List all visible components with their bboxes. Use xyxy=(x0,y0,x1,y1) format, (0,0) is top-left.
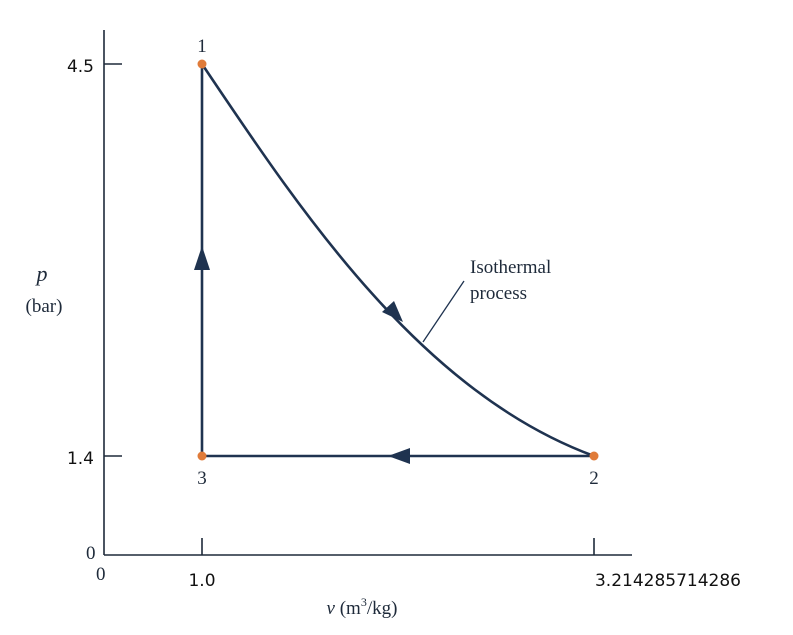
x-axis-title-suffix: /kg) xyxy=(367,598,398,619)
annotation-process: process xyxy=(470,283,527,304)
x-axis-title-sup: 3 xyxy=(361,595,367,609)
state-1-dot xyxy=(197,59,207,69)
process-1-2-isothermal-curve xyxy=(200,63,595,458)
arrow-left-icon xyxy=(388,448,410,464)
arrow-down-right-icon xyxy=(382,301,403,322)
y-axis-symbol: p xyxy=(35,261,48,286)
state-3-label: 3 xyxy=(197,468,207,489)
annotation-leader-line xyxy=(422,280,465,343)
x-tick-label-1-0: 1.0 xyxy=(188,571,215,591)
x-tick-label-0: 0 xyxy=(96,564,106,585)
y-tick-label-0: 0 xyxy=(86,543,96,564)
state-3-dot xyxy=(197,451,207,461)
state-2-label: 2 xyxy=(589,468,599,489)
annotation-isothermal: Isothermal xyxy=(470,257,551,278)
y-axis-unit: (bar) xyxy=(26,296,63,317)
state-1-label: 1 xyxy=(197,36,207,57)
y-tick-label-1-4: 1.4 xyxy=(67,449,94,469)
y-tick-label-4-5: 4.5 xyxy=(67,57,94,77)
x-axis-title: v (m3/kg) xyxy=(327,595,398,619)
x-tick-label-3-21: 3.214285714286 xyxy=(595,571,741,591)
state-2-dot xyxy=(589,451,599,461)
arrow-up-icon xyxy=(194,246,210,270)
